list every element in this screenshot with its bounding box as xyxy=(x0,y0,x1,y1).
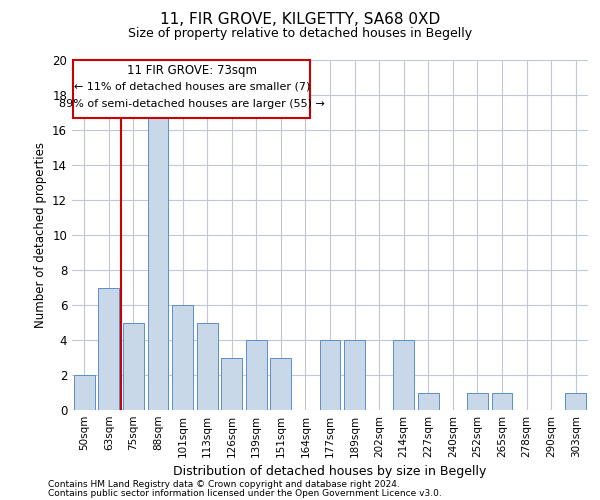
Text: 11, FIR GROVE, KILGETTY, SA68 0XD: 11, FIR GROVE, KILGETTY, SA68 0XD xyxy=(160,12,440,28)
Text: Contains public sector information licensed under the Open Government Licence v3: Contains public sector information licen… xyxy=(48,489,442,498)
Bar xyxy=(221,358,242,410)
Bar xyxy=(271,358,292,410)
Bar xyxy=(148,112,169,410)
Text: Size of property relative to detached houses in Begelly: Size of property relative to detached ho… xyxy=(128,28,472,40)
Bar xyxy=(197,322,218,410)
Bar xyxy=(98,288,119,410)
Bar xyxy=(246,340,267,410)
Text: 11 FIR GROVE: 73sqm: 11 FIR GROVE: 73sqm xyxy=(127,64,257,77)
Y-axis label: Number of detached properties: Number of detached properties xyxy=(34,142,47,328)
FancyBboxPatch shape xyxy=(73,60,310,118)
Bar xyxy=(74,375,95,410)
Bar xyxy=(418,392,439,410)
Bar xyxy=(467,392,488,410)
Bar xyxy=(393,340,414,410)
Text: 89% of semi-detached houses are larger (55) →: 89% of semi-detached houses are larger (… xyxy=(59,99,325,109)
Text: ← 11% of detached houses are smaller (7): ← 11% of detached houses are smaller (7) xyxy=(74,82,310,92)
Bar xyxy=(344,340,365,410)
Bar xyxy=(320,340,340,410)
Bar xyxy=(123,322,144,410)
Bar xyxy=(172,305,193,410)
Bar xyxy=(565,392,586,410)
Text: Contains HM Land Registry data © Crown copyright and database right 2024.: Contains HM Land Registry data © Crown c… xyxy=(48,480,400,489)
Bar xyxy=(491,392,512,410)
X-axis label: Distribution of detached houses by size in Begelly: Distribution of detached houses by size … xyxy=(173,466,487,478)
